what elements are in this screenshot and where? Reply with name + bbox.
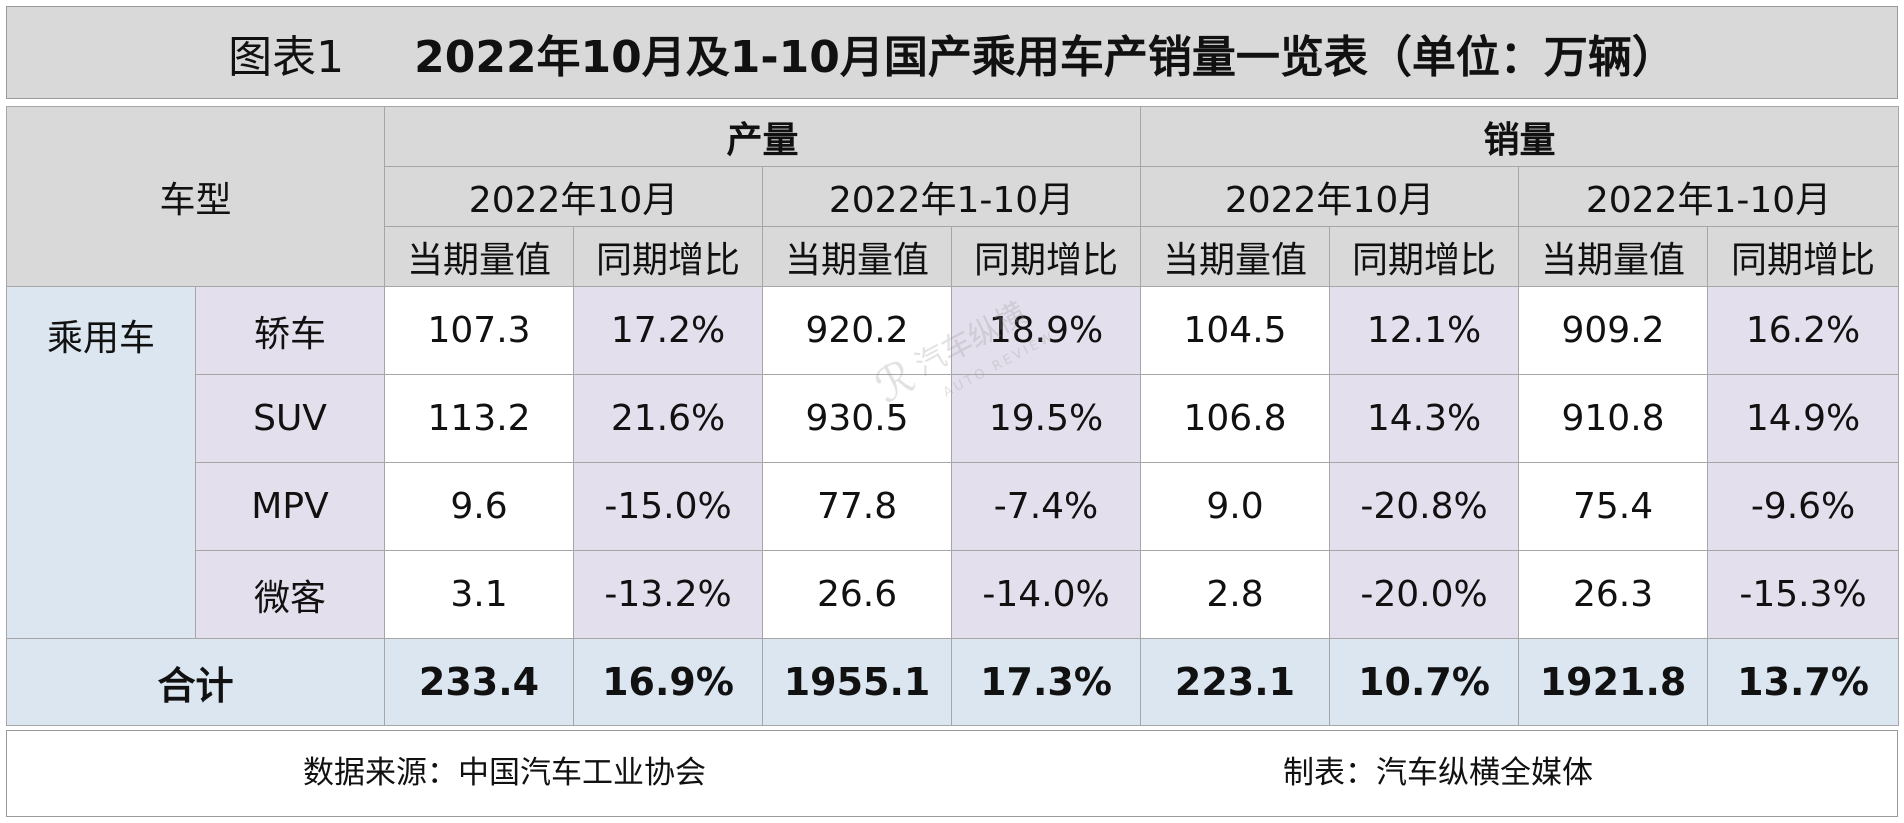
table-cell: 9.0 bbox=[1140, 462, 1331, 551]
total-cell: 233.4 bbox=[384, 638, 575, 726]
table-cell: 14.9% bbox=[1707, 374, 1900, 463]
column-header: 同期增比 bbox=[1329, 226, 1520, 287]
table-cell: 26.6 bbox=[762, 550, 953, 639]
production-header: 产量 bbox=[384, 106, 1142, 167]
table-cell: -14.0% bbox=[951, 550, 1142, 639]
sales-ytd-header: 2022年1-10月 bbox=[1518, 166, 1900, 227]
table-cell: 17.2% bbox=[573, 286, 764, 375]
column-header: 当期量值 bbox=[1140, 226, 1331, 287]
table-cell: 106.8 bbox=[1140, 374, 1331, 463]
table-maker: 制表：汽车纵横全媒体 bbox=[1283, 755, 1593, 791]
table-cell: -13.2% bbox=[573, 550, 764, 639]
row-label: 轿车 bbox=[194, 286, 386, 375]
total-cell: 17.3% bbox=[951, 638, 1142, 726]
total-row: 合计 233.4 16.9% 1955.1 17.3% 223.1 10.7% … bbox=[5, 638, 1900, 726]
table-cell: 113.2 bbox=[384, 374, 575, 463]
title-bar: 图表1 2022年10月及1-10月国产乘用车产销量一览表（单位：万辆） bbox=[6, 6, 1898, 99]
table-cell: -9.6% bbox=[1707, 462, 1900, 551]
table-cell: 77.8 bbox=[762, 462, 953, 551]
table-row: MPV 9.6 -15.0% 77.8 -7.4% 9.0 -20.8% 75.… bbox=[7, 462, 1900, 551]
column-header: 当期量值 bbox=[384, 226, 575, 287]
row-label: SUV bbox=[194, 374, 386, 463]
table-cell: 920.2 bbox=[762, 286, 953, 375]
table-cell: 26.3 bbox=[1518, 550, 1709, 639]
row-label: MPV bbox=[194, 462, 386, 551]
table-cell: 16.2% bbox=[1707, 286, 1900, 375]
table-cell: -20.8% bbox=[1329, 462, 1520, 551]
table-cell: -20.0% bbox=[1329, 550, 1520, 639]
figure-label: 图表1 bbox=[228, 31, 345, 83]
table-cell: 19.5% bbox=[951, 374, 1142, 463]
table-cell: 18.9% bbox=[951, 286, 1142, 375]
page: 图表1 2022年10月及1-10月国产乘用车产销量一览表（单位：万辆） 车型 … bbox=[5, 6, 1900, 817]
total-cell: 1921.8 bbox=[1518, 638, 1709, 726]
production-month-header: 2022年10月 bbox=[384, 166, 764, 227]
table-cell: 107.3 bbox=[384, 286, 575, 375]
column-header: 当期量值 bbox=[1518, 226, 1709, 287]
total-cell: 16.9% bbox=[573, 638, 764, 726]
row-label: 微客 bbox=[194, 550, 386, 639]
table-cell: 909.2 bbox=[1518, 286, 1709, 375]
table-cell: 2.8 bbox=[1140, 550, 1331, 639]
table-cell: 14.3% bbox=[1329, 374, 1520, 463]
table-cell: 930.5 bbox=[762, 374, 953, 463]
category-cell: 乘用车 bbox=[6, 286, 196, 639]
table-cell: 9.6 bbox=[384, 462, 575, 551]
total-label: 合计 bbox=[5, 638, 386, 726]
page-title: 2022年10月及1-10月国产乘用车产销量一览表（单位：万辆） bbox=[414, 31, 1676, 83]
data-table: 车型 产量 销量 2022年10月 2022年1-10月 2022年10月 20… bbox=[5, 106, 1900, 726]
total-cell: 223.1 bbox=[1140, 638, 1331, 726]
table-cell: -15.3% bbox=[1707, 550, 1900, 639]
total-cell: 13.7% bbox=[1707, 638, 1900, 726]
sales-header: 销量 bbox=[1140, 106, 1900, 167]
data-source: 数据来源：中国汽车工业协会 bbox=[303, 755, 706, 791]
table-row: SUV 113.2 21.6% 930.5 19.5% 106.8 14.3% … bbox=[7, 374, 1900, 463]
total-cell: 1955.1 bbox=[762, 638, 953, 726]
production-ytd-header: 2022年1-10月 bbox=[762, 166, 1142, 227]
table-cell: 21.6% bbox=[573, 374, 764, 463]
sales-month-header: 2022年10月 bbox=[1140, 166, 1520, 227]
table-cell: 104.5 bbox=[1140, 286, 1331, 375]
column-header: 同期增比 bbox=[573, 226, 764, 287]
table-cell: 75.4 bbox=[1518, 462, 1709, 551]
column-header: 当期量值 bbox=[762, 226, 953, 287]
footer: 数据来源：中国汽车工业协会 制表：汽车纵横全媒体 bbox=[6, 730, 1898, 817]
table-cell: 12.1% bbox=[1329, 286, 1520, 375]
vehicle-type-header: 车型 bbox=[5, 106, 386, 287]
column-header: 同期增比 bbox=[951, 226, 1142, 287]
table-row: 乘用车 轿车 107.3 17.2% 920.2 18.9% 104.5 12.… bbox=[6, 286, 1900, 639]
table-row: 微客 3.1 -13.2% 26.6 -14.0% 2.8 -20.0% 26.… bbox=[7, 550, 1900, 639]
column-header: 同期增比 bbox=[1707, 226, 1900, 287]
table-cell: 3.1 bbox=[384, 550, 575, 639]
total-cell: 10.7% bbox=[1329, 638, 1520, 726]
table-cell: 910.8 bbox=[1518, 374, 1709, 463]
table-cell: -15.0% bbox=[573, 462, 764, 551]
table-cell: -7.4% bbox=[951, 462, 1142, 551]
